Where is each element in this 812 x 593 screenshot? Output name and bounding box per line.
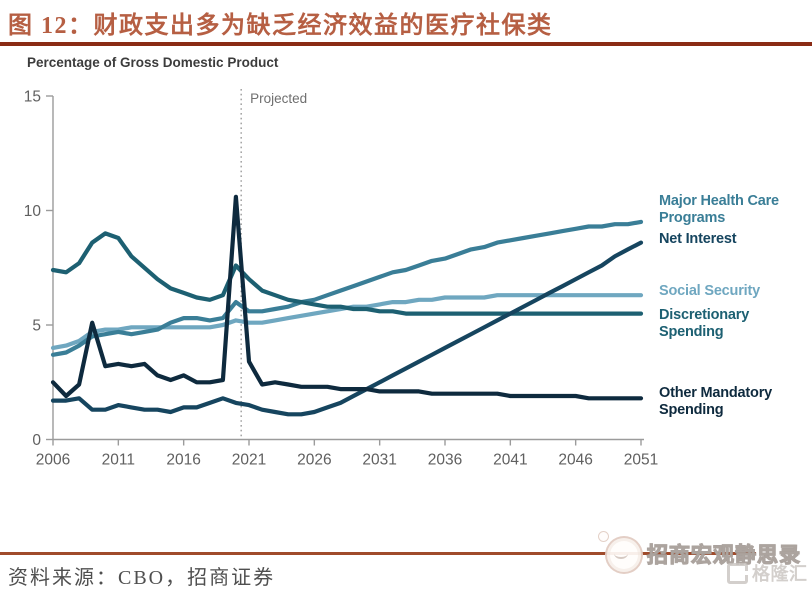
y-tick-label: 5 [32,318,41,335]
legend-major-health-care-programs: Major Health Care Programs [659,193,779,226]
legend-net-interest: Net Interest [659,231,737,247]
legend-social-security: Social Security [659,283,760,299]
projected-label: Projected [250,91,307,106]
series-line-other-mandatory-spending [50,194,644,401]
series-line-social-security [50,293,644,350]
figure-title: 图 12：财政支出多为缺乏经济效益的医疗社保类 [8,13,553,39]
gelonghui-watermark: 格隆汇 [727,560,808,586]
x-tick-label: 2036 [428,452,462,469]
series-line-major-health-care-programs [50,219,644,357]
source-note: 资料来源：CBO，招商证券 [8,567,276,589]
x-tick-label: 2006 [36,452,70,469]
x-tick-label: 2021 [232,452,266,469]
footer-divider [0,552,756,555]
gelonghui-logo-icon [727,562,748,584]
gelonghui-text: 格隆汇 [752,564,808,584]
x-tick-label: 2011 [102,452,135,469]
series-line-net-interest [50,240,644,417]
x-tick-label: 2031 [362,452,396,469]
watermark-text: 招商宏观静思录 [646,543,801,567]
watermark-logo-icon [605,536,643,574]
series-line-discretionary-spending [50,231,644,316]
x-tick-label: 2051 [624,452,658,469]
x-tick-label: 2016 [166,452,200,469]
title-divider [0,42,812,46]
x-tick-label: 2041 [493,452,527,469]
x-tick-label: 2046 [558,452,592,469]
y-tick-label: 0 [32,432,41,449]
legend-discretionary-spending: Discretionary Spending [659,307,750,340]
legend-other-mandatory-spending: Other Mandatory Spending [659,385,773,418]
watermark-bubble-icon [598,531,609,542]
x-tick-label: 2026 [297,452,331,469]
y-tick-label: 10 [24,203,42,220]
y-tick-label: 15 [24,89,41,106]
y-axis-title: Percentage of Gross Domestic Product [27,55,279,70]
